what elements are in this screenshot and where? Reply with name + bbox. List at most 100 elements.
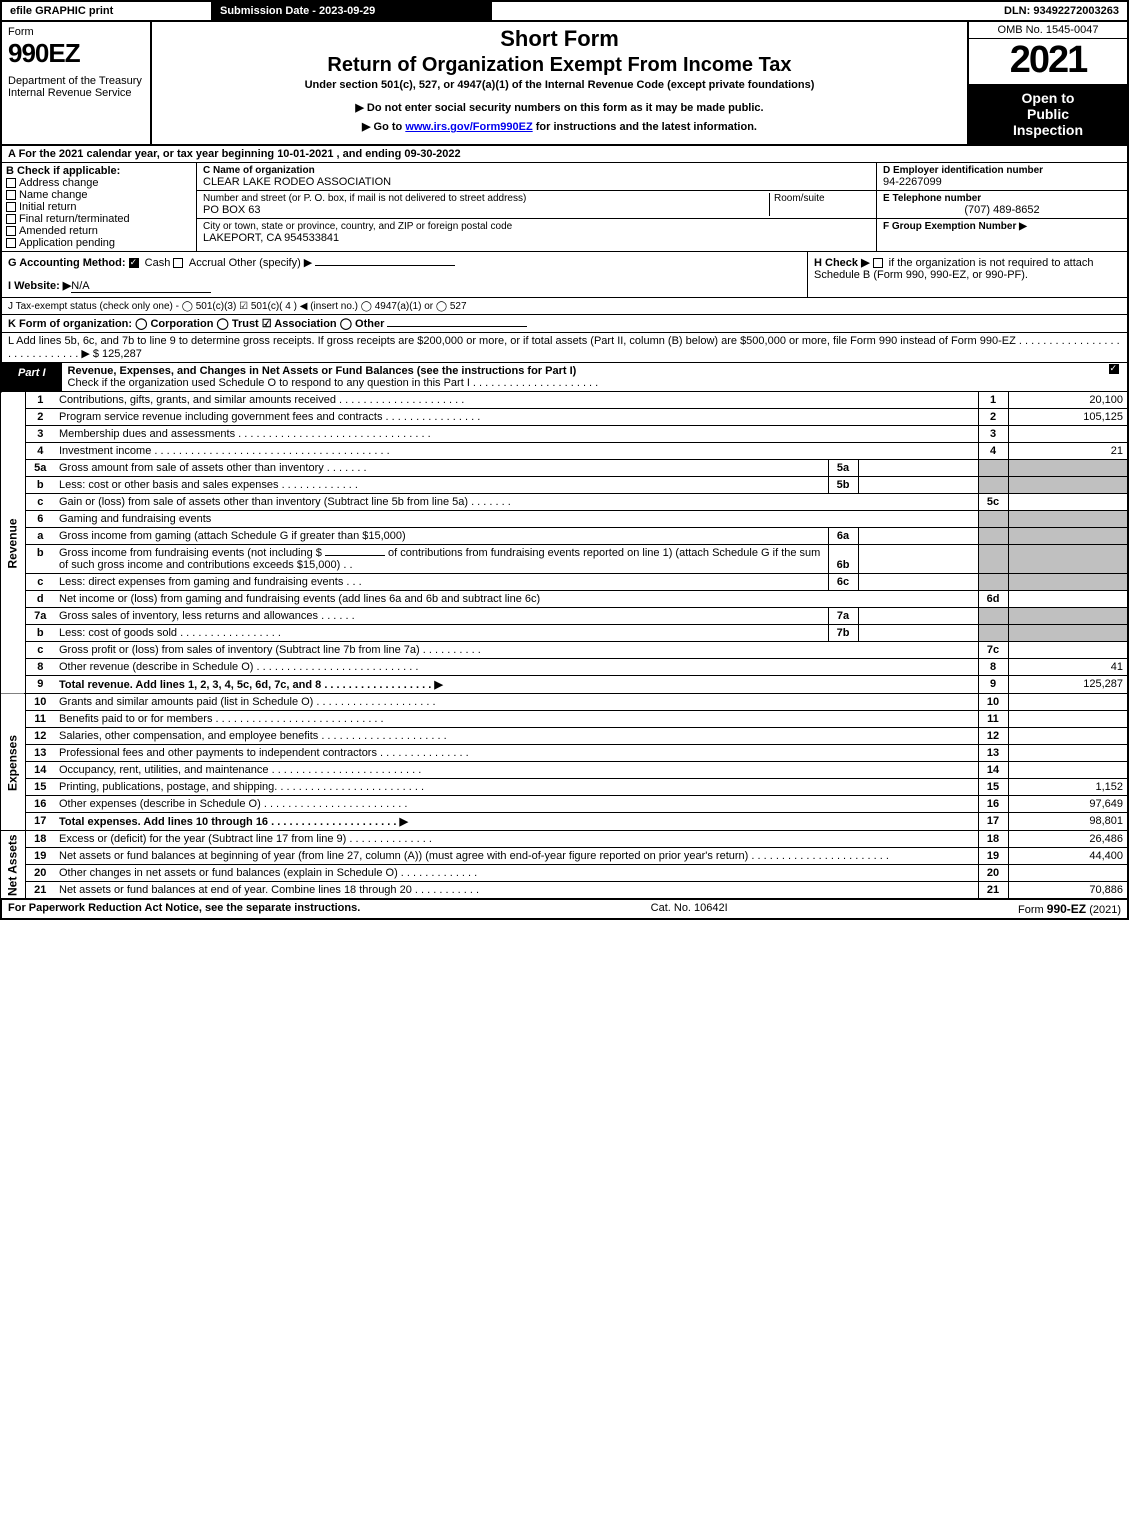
org-name-cell: C Name of organization CLEAR LAKE RODEO … xyxy=(197,163,876,191)
val-3 xyxy=(1008,426,1128,443)
desc-5b: Less: cost or other basis and sales expe… xyxy=(55,477,828,494)
ln-5c: c xyxy=(25,494,55,511)
val-4: 21 xyxy=(1008,443,1128,460)
city-cell: City or town, state or province, country… xyxy=(197,219,876,246)
street-cell: Number and street (or P. O. box, if mail… xyxy=(197,191,876,219)
return-title: Return of Organization Exempt From Incom… xyxy=(158,54,961,77)
efile-label[interactable]: efile GRAPHIC print xyxy=(2,2,212,20)
cb-accrual[interactable] xyxy=(173,258,183,268)
cb-cash[interactable] xyxy=(129,258,139,268)
ln-6: 6 xyxy=(25,511,55,528)
part-1-table: Revenue 1 Contributions, gifts, grants, … xyxy=(0,392,1129,899)
subval-5a xyxy=(858,460,978,477)
ln-13: 13 xyxy=(25,745,55,762)
desc-17: Total expenses. Add lines 10 through 16 … xyxy=(55,813,978,831)
val-6-gray xyxy=(1008,511,1128,528)
desc-16: Other expenses (describe in Schedule O) … xyxy=(55,796,978,813)
cb-initial-return[interactable]: Initial return xyxy=(6,201,192,213)
ssn-warning: ▶ Do not enter social security numbers o… xyxy=(158,101,961,114)
open-line3: Inspection xyxy=(973,122,1123,138)
ln-8: 8 xyxy=(25,659,55,676)
desc-4: Investment income . . . . . . . . . . . … xyxy=(55,443,978,460)
part-1-check[interactable] xyxy=(1103,363,1127,391)
department-label: Department of the Treasury Internal Reve… xyxy=(8,75,144,99)
part-1-tab: Part I xyxy=(2,363,62,391)
short-form-title: Short Form xyxy=(158,26,961,52)
k-other-input[interactable] xyxy=(387,326,527,327)
cb-name-change[interactable]: Name change xyxy=(6,189,192,201)
col-def: D Employer identification number 94-2267… xyxy=(877,163,1127,251)
num-6b-gray xyxy=(978,545,1008,574)
num-20: 20 xyxy=(978,865,1008,882)
val-21: 70,886 xyxy=(1008,882,1128,899)
val-7a-gray xyxy=(1008,608,1128,625)
row-g: G Accounting Method: Cash Accrual Other … xyxy=(2,252,807,297)
header-center: Short Form Return of Organization Exempt… xyxy=(152,22,967,144)
cb-application-pending[interactable]: Application pending xyxy=(6,237,192,249)
desc-19: Net assets or fund balances at beginning… xyxy=(55,848,978,865)
subval-6a xyxy=(858,528,978,545)
i-label: I Website: ▶ xyxy=(8,280,71,292)
num-11: 11 xyxy=(978,711,1008,728)
tel-cell: E Telephone number (707) 489-8652 xyxy=(877,191,1127,219)
submission-date: Submission Date - 2023-09-29 xyxy=(212,2,492,20)
val-9: 125,287 xyxy=(1008,676,1128,694)
side-net-assets: Net Assets xyxy=(1,831,25,899)
desc-5a: Gross amount from sale of assets other t… xyxy=(55,460,828,477)
ln-2: 2 xyxy=(25,409,55,426)
cb-address-change[interactable]: Address change xyxy=(6,177,192,189)
num-6-gray xyxy=(978,511,1008,528)
street-label: Number and street (or P. O. box, if mail… xyxy=(203,193,765,204)
ein-label: D Employer identification number xyxy=(883,165,1121,176)
ln-7b: b xyxy=(25,625,55,642)
open-line2: Public xyxy=(973,106,1123,122)
val-6b-gray xyxy=(1008,545,1128,574)
telephone: (707) 489-8652 xyxy=(883,204,1121,216)
other-specify-input[interactable] xyxy=(315,265,455,266)
tel-label: E Telephone number xyxy=(883,193,1121,204)
row-j: J Tax-exempt status (check only one) - ◯… xyxy=(0,298,1129,315)
contrib-amount-input[interactable] xyxy=(325,555,385,556)
desc-20: Other changes in net assets or fund bala… xyxy=(55,865,978,882)
irs-link[interactable]: www.irs.gov/Form990EZ xyxy=(405,121,532,133)
desc-6: Gaming and fundraising events xyxy=(55,511,978,528)
num-9: 9 xyxy=(978,676,1008,694)
val-19: 44,400 xyxy=(1008,848,1128,865)
ln-1: 1 xyxy=(25,392,55,409)
num-10: 10 xyxy=(978,694,1008,711)
row-k: K Form of organization: ◯ Corporation ◯ … xyxy=(0,315,1129,333)
cb-schedule-b[interactable] xyxy=(873,258,883,268)
col-b-checkboxes: B Check if applicable: Address change Na… xyxy=(2,163,197,251)
val-6c-gray xyxy=(1008,574,1128,591)
spacer xyxy=(492,2,996,20)
desc-9: Total revenue. Add lines 1, 2, 3, 4, 5c,… xyxy=(55,676,978,694)
ln-7c: c xyxy=(25,642,55,659)
footer-left: For Paperwork Reduction Act Notice, see … xyxy=(8,902,360,916)
ln-14: 14 xyxy=(25,762,55,779)
group-cell: F Group Exemption Number ▶ xyxy=(877,219,1127,234)
group-label: F Group Exemption Number ▶ xyxy=(883,221,1121,232)
desc-14: Occupancy, rent, utilities, and maintena… xyxy=(55,762,978,779)
ln-11: 11 xyxy=(25,711,55,728)
side-revenue: Revenue xyxy=(1,392,25,694)
cb-final-return[interactable]: Final return/terminated xyxy=(6,213,192,225)
sub-5b: 5b xyxy=(828,477,858,494)
ln-6d: d xyxy=(25,591,55,608)
form-number: 990EZ xyxy=(8,38,144,69)
cb-amended-return[interactable]: Amended return xyxy=(6,225,192,237)
part-1-header: Part I Revenue, Expenses, and Changes in… xyxy=(0,363,1129,392)
sub-7b: 7b xyxy=(828,625,858,642)
footer-center: Cat. No. 10642I xyxy=(651,902,728,916)
l-value: 125,287 xyxy=(102,348,142,360)
desc-6d: Net income or (loss) from gaming and fun… xyxy=(55,591,978,608)
val-7b-gray xyxy=(1008,625,1128,642)
val-10 xyxy=(1008,694,1128,711)
omb-number: OMB No. 1545-0047 xyxy=(969,22,1127,39)
ln-6a: a xyxy=(25,528,55,545)
ln-10: 10 xyxy=(25,694,55,711)
l-text: L Add lines 5b, 6c, and 7b to line 9 to … xyxy=(8,335,1120,360)
ln-5a: 5a xyxy=(25,460,55,477)
desc-1: Contributions, gifts, grants, and simila… xyxy=(55,392,978,409)
header-left: Form 990EZ Department of the Treasury In… xyxy=(2,22,152,144)
tax-year: 2021 xyxy=(969,39,1127,82)
